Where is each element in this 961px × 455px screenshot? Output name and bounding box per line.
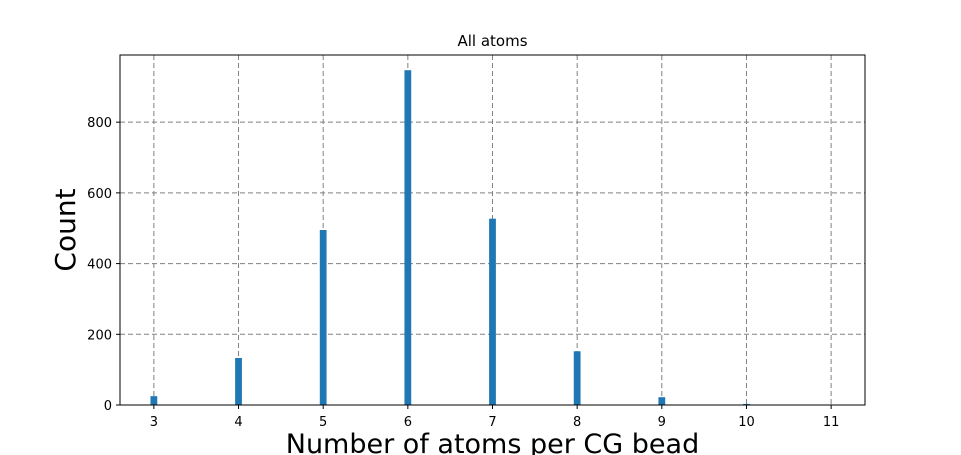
x-tick-label: 11 (823, 415, 840, 430)
y-tick-label: 400 (87, 258, 112, 273)
x-tick-label: 7 (488, 415, 496, 430)
y-axis-title: Count (49, 188, 82, 271)
y-tick-label: 200 (87, 328, 112, 343)
histogram-bar (404, 70, 412, 405)
histogram-bar (658, 397, 666, 405)
histogram-bar (150, 396, 158, 405)
y-axis-ticks: 0 200 400 600 800 (87, 116, 120, 414)
x-tick-label: 6 (404, 415, 412, 430)
histogram-bar (235, 357, 242, 405)
x-tick-label: 3 (150, 415, 158, 430)
x-tick-label: 10 (738, 415, 755, 430)
bars (150, 70, 750, 405)
chart-title: All atoms (457, 32, 527, 50)
x-tick-label: 8 (573, 415, 581, 430)
x-tick-label: 5 (319, 415, 327, 430)
histogram-bar (573, 351, 581, 405)
x-axis-title: Number of atoms per CG bead (286, 429, 699, 455)
histogram-bar (743, 403, 750, 405)
y-tick-label: 600 (87, 187, 112, 202)
histogram-bar (319, 230, 327, 405)
x-axis-ticks: 3 4 5 6 7 8 9 10 11 (150, 405, 840, 430)
x-tick-label: 9 (658, 415, 666, 430)
histogram-bar (489, 218, 496, 405)
x-tick-label: 4 (234, 415, 242, 430)
y-tick-label: 800 (87, 116, 112, 131)
y-tick-label: 0 (104, 399, 112, 414)
